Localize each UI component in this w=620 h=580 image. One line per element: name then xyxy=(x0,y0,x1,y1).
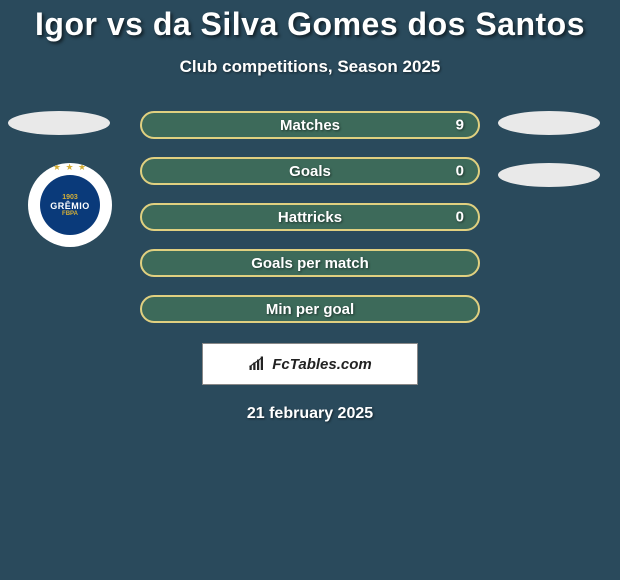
page-subtitle: Club competitions, Season 2025 xyxy=(0,57,620,77)
stat-bar-hattricks: Hattricks 0 xyxy=(140,203,480,231)
player-right-badge-placeholder-2 xyxy=(498,163,600,187)
attribution-text: FcTables.com xyxy=(272,356,371,373)
club-badge: ★ ★ ★ 1903 GRÊMIO FBPA xyxy=(28,163,112,247)
club-badge-inner: ★ ★ ★ 1903 GRÊMIO FBPA xyxy=(40,175,100,235)
stat-label: Goals per match xyxy=(251,255,369,272)
club-badge-stars: ★ ★ ★ xyxy=(53,163,87,173)
stat-bar-goals: Goals 0 xyxy=(140,157,480,185)
stat-bars: Matches 9 Goals 0 Hattricks 0 Goals per … xyxy=(140,111,480,323)
stat-label: Hattricks xyxy=(278,209,342,226)
stat-right-value: 0 xyxy=(456,209,464,226)
footer-date: 21 february 2025 xyxy=(0,405,620,423)
stat-bar-goals-per-match: Goals per match xyxy=(140,249,480,277)
attribution-box: FcTables.com xyxy=(202,343,418,385)
club-badge-sub: FBPA xyxy=(62,211,78,217)
club-badge-year: 1903 xyxy=(62,194,78,201)
stat-right-value: 0 xyxy=(456,163,464,180)
stat-bar-min-per-goal: Min per goal xyxy=(140,295,480,323)
stat-right-value: 9 xyxy=(456,117,464,134)
player-left-badge-placeholder xyxy=(8,111,110,135)
stat-label: Min per goal xyxy=(266,301,354,318)
stat-label: Goals xyxy=(289,163,331,180)
player-right-badge-placeholder-1 xyxy=(498,111,600,135)
page-title: Igor vs da Silva Gomes dos Santos xyxy=(0,0,620,43)
stat-label: Matches xyxy=(280,117,340,134)
content-region: ★ ★ ★ 1903 GRÊMIO FBPA Matches 9 Goals 0… xyxy=(0,111,620,423)
bar-chart-icon xyxy=(248,356,266,372)
club-badge-name: GRÊMIO xyxy=(50,201,90,211)
stat-bar-matches: Matches 9 xyxy=(140,111,480,139)
